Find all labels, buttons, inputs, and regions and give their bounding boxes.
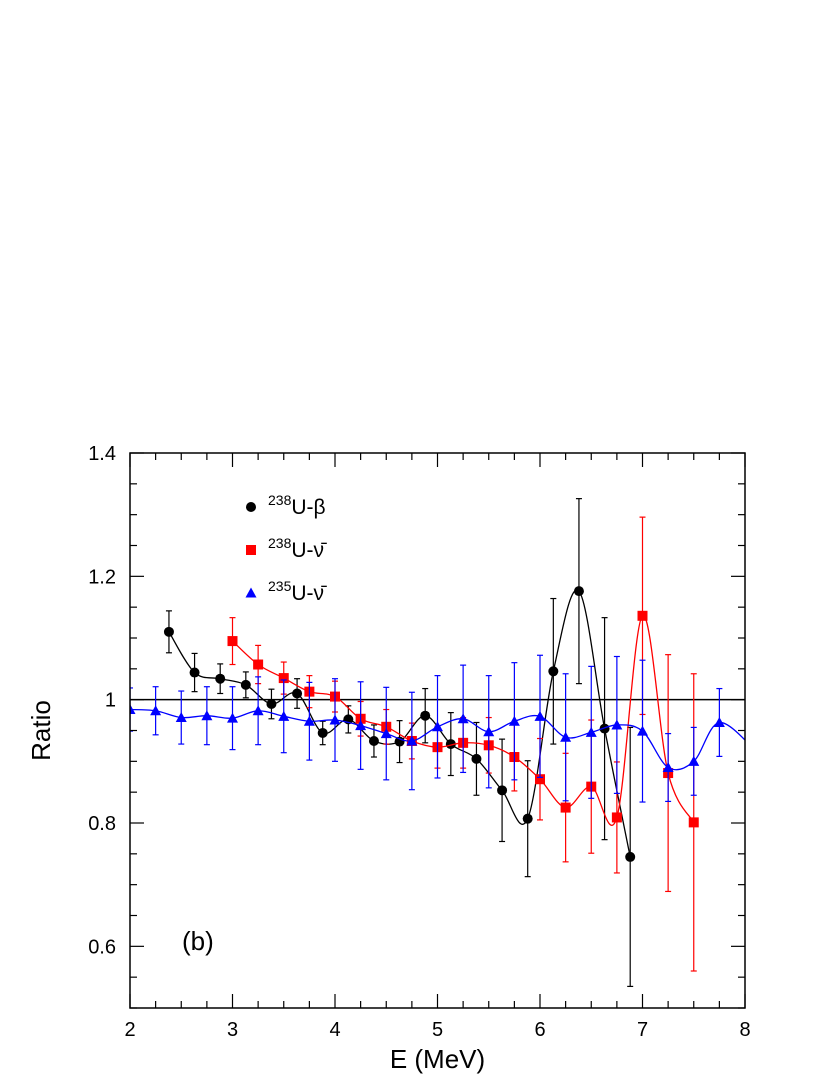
data-point-238u-beta xyxy=(163,626,174,637)
data-point-238u-nubar xyxy=(227,636,238,647)
data-point-238u-nubar xyxy=(535,774,545,785)
data-point-235u-nubar xyxy=(130,704,136,715)
data-point-238u-beta xyxy=(548,666,559,677)
data-point-238u-beta xyxy=(522,813,533,824)
y-tick-label: 0.6 xyxy=(88,936,116,958)
data-point-238u-beta xyxy=(189,667,200,678)
data-point-235u-nubar xyxy=(355,720,367,731)
data-point-238u-nubar xyxy=(278,673,289,684)
data-point-235u-nubar xyxy=(406,735,418,746)
data-point-238u-beta xyxy=(368,735,379,746)
legend-label-238u-beta: 238U-β xyxy=(268,492,326,519)
legend-symbol-238u-nubar xyxy=(246,545,256,555)
series-layer xyxy=(130,498,745,988)
data-point-235u-nubar xyxy=(432,721,443,732)
data-point-235u-nubar xyxy=(252,705,264,716)
x-tick-label: 3 xyxy=(227,1019,238,1041)
legend-main-238u-beta: U-β xyxy=(291,496,325,519)
data-point-238u-beta xyxy=(240,679,251,690)
data-point-235u-nubar xyxy=(560,731,572,742)
legend-sup-235u-nubar: 235 xyxy=(268,578,292,594)
y-tick-label: 1.2 xyxy=(88,566,116,588)
data-point-238u-beta xyxy=(266,698,277,709)
legend-entry-235u-nubar: 235U-ν̄ xyxy=(245,578,327,605)
data-point-238u-nubar xyxy=(253,659,264,670)
data-point-235u-nubar xyxy=(637,725,648,736)
y-tick-label: 1 xyxy=(105,690,116,712)
data-point-235u-nubar xyxy=(457,713,469,724)
data-point-238u-beta xyxy=(573,586,584,597)
data-point-235u-nubar xyxy=(201,710,213,721)
data-point-238u-beta xyxy=(497,785,508,796)
error-bar-235u-nubar xyxy=(130,687,133,732)
legend-main-238u-nubar: U-ν̄ xyxy=(291,539,327,562)
x-tick-label: 4 xyxy=(329,1019,340,1041)
legend-label-238u-nubar: 238U-ν̄ xyxy=(268,535,327,562)
data-point-235u-nubar xyxy=(278,710,290,721)
x-tick-label: 8 xyxy=(739,1019,750,1041)
data-point-235u-nubar xyxy=(534,710,546,721)
data-point-238u-beta xyxy=(471,753,482,764)
data-point-238u-beta xyxy=(317,727,328,738)
y-axis-label: Ratio xyxy=(26,700,56,761)
series-235u-nubar xyxy=(130,654,745,803)
panel-label: (b) xyxy=(182,926,214,956)
legend-symbol-238u-beta xyxy=(246,502,256,512)
data-point-238u-beta xyxy=(445,739,456,750)
y-tick-label: 0.8 xyxy=(88,813,116,835)
legend-marker-square xyxy=(246,545,256,555)
legend-marker-triangle xyxy=(245,587,257,598)
data-point-238u-beta xyxy=(625,851,636,862)
data-point-235u-nubar xyxy=(483,726,495,737)
x-tick-label: 2 xyxy=(124,1019,135,1041)
data-point-235u-nubar xyxy=(329,714,341,725)
data-point-238u-beta xyxy=(215,673,226,684)
legend-marker-circle xyxy=(246,502,256,512)
data-point-238u-beta xyxy=(292,688,303,699)
data-point-238u-beta xyxy=(420,710,431,721)
legend-entry-238u-beta: 238U-β xyxy=(246,492,326,519)
legend: 238U-β 238U-ν̄ 235U-ν̄ xyxy=(245,492,327,605)
data-point-235u-nubar xyxy=(688,755,700,766)
data-point-235u-nubar xyxy=(175,712,187,723)
x-axis-label: E (MeV) xyxy=(390,1044,485,1074)
data-point-235u-nubar xyxy=(611,719,623,730)
data-point-235u-nubar xyxy=(508,715,520,726)
x-tick-label: 7 xyxy=(637,1019,648,1041)
legend-main-235u-nubar: U-ν̄ xyxy=(291,582,327,605)
data-point-238u-beta xyxy=(599,723,610,734)
data-point-238u-nubar xyxy=(688,817,699,828)
data-point-238u-nubar xyxy=(637,610,648,621)
legend-sup-238u-beta: 238 xyxy=(268,492,292,508)
data-point-238u-nubar xyxy=(560,802,571,813)
legend-entry-238u-nubar: 238U-ν̄ xyxy=(246,535,327,562)
legend-label-235u-nubar: 235U-ν̄ xyxy=(268,578,327,605)
series-238u-beta xyxy=(163,498,636,988)
legend-sup-238u-nubar: 238 xyxy=(268,535,292,551)
data-point-235u-nubar xyxy=(662,762,674,772)
data-point-235u-nubar xyxy=(150,705,162,716)
legend-symbol-235u-nubar xyxy=(245,587,257,598)
data-point-238u-nubar xyxy=(611,812,622,823)
data-point-235u-nubar xyxy=(380,728,392,739)
y-tick-label: 1.4 xyxy=(88,443,116,465)
tick-layer: 2 3 4 5 6 7 8 0.6 0.8 1 1.2 1.4 xyxy=(88,443,750,1041)
x-tick-label: 5 xyxy=(432,1019,443,1041)
x-tick-label: 6 xyxy=(534,1019,545,1041)
data-point-235u-nubar xyxy=(585,726,597,737)
data-point-235u-nubar xyxy=(713,716,725,727)
data-point-235u-nubar xyxy=(227,712,238,723)
data-point-235u-nubar xyxy=(303,715,315,726)
